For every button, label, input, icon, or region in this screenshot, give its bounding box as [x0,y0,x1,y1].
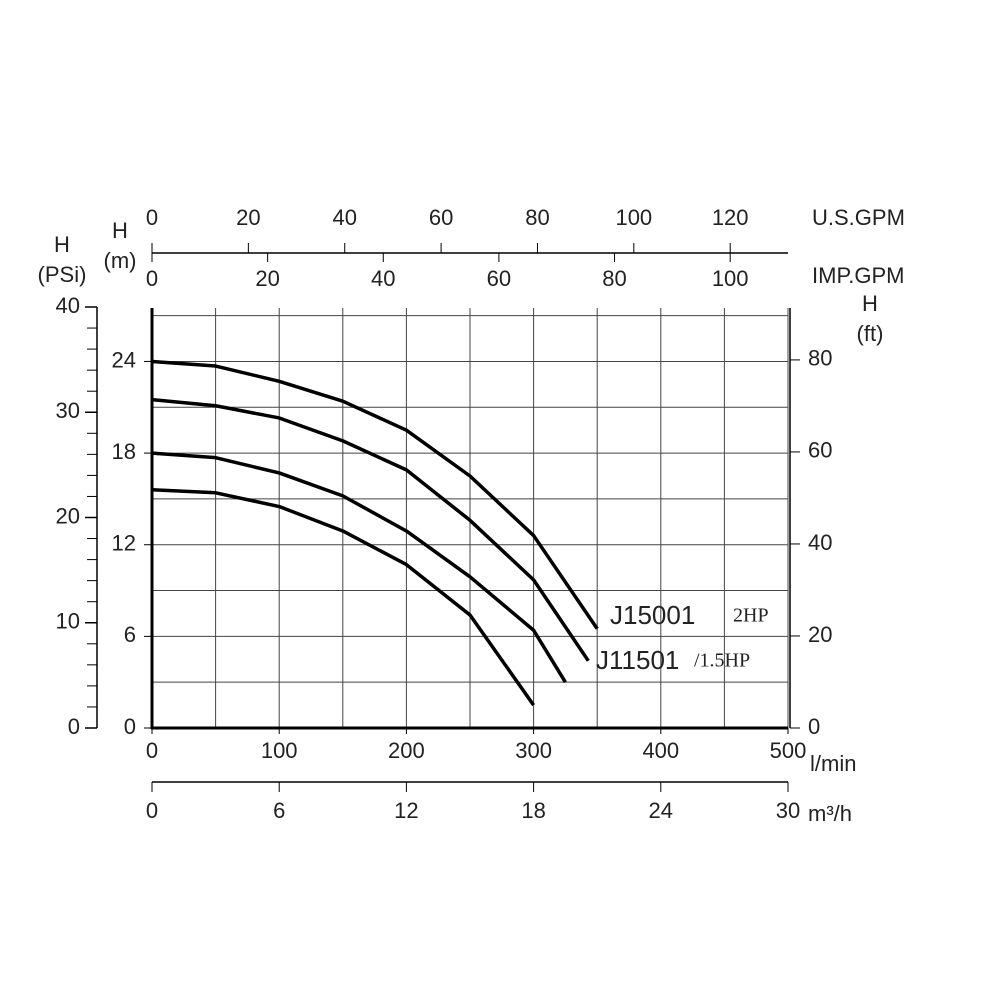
tick-label: 20 [255,266,279,291]
tick-label: 0 [146,798,158,823]
y-tick-label: 12 [112,531,136,556]
tick-label: 20 [56,503,80,528]
y-tick-label: 0 [124,714,136,739]
y-tick-label: 18 [112,439,136,464]
y-axis-label: H [112,218,128,243]
x-tick-label: 300 [515,738,552,763]
tick-label: 20 [808,622,832,647]
tick-label: 18 [521,798,545,823]
tick-label: 0 [808,714,820,739]
axis-label: H [54,232,70,257]
power-label: /1.5HP [694,650,750,672]
axis-label: (PSi) [38,262,87,287]
axis-label: (ft) [857,321,884,346]
tick-label: 100 [712,266,749,291]
x-tick-label: 0 [146,738,158,763]
tick-label: 6 [273,798,285,823]
axis-label: U.S.GPM [812,205,905,230]
tick-label: 30 [56,398,80,423]
x-tick-label: 400 [642,738,679,763]
x-tick-label: 200 [388,738,425,763]
tick-label: 80 [602,266,626,291]
tick-label: 100 [615,205,652,230]
tick-label: 40 [371,266,395,291]
tick-label: 80 [808,346,832,371]
power-label: 2HP [733,605,769,627]
pump-curve [151,451,567,684]
tick-label: 0 [146,205,158,230]
pump-curve [151,487,536,707]
tick-label: 120 [712,205,749,230]
tick-label: 80 [525,205,549,230]
tick-label: 60 [487,266,511,291]
tick-label: 0 [146,266,158,291]
tick-label: 60 [429,205,453,230]
model-label: J11501 [596,645,679,675]
model-label: J15001 [610,600,695,630]
axis-label: m³/h [808,801,852,826]
axis-label: IMP.GPM [812,263,905,288]
tick-label: 30 [776,798,800,823]
x-tick-label: 100 [261,738,298,763]
axis-label: H [862,291,878,316]
x-tick-label: 500 [770,738,807,763]
y-axis-label: (m) [104,248,137,273]
tick-label: 24 [649,798,673,823]
x-axis-label: l/min [810,751,856,776]
tick-label: 0 [68,714,80,739]
y-tick-label: 24 [112,347,136,372]
y-tick-label: 6 [124,622,136,647]
tick-label: 40 [56,293,80,318]
tick-label: 60 [808,438,832,463]
tick-label: 10 [56,609,80,634]
pump-curve [151,359,599,630]
tick-label: 12 [394,798,418,823]
tick-label: 20 [236,205,260,230]
tick-label: 40 [808,530,832,555]
pump-curve [151,397,590,662]
tick-label: 40 [332,205,356,230]
